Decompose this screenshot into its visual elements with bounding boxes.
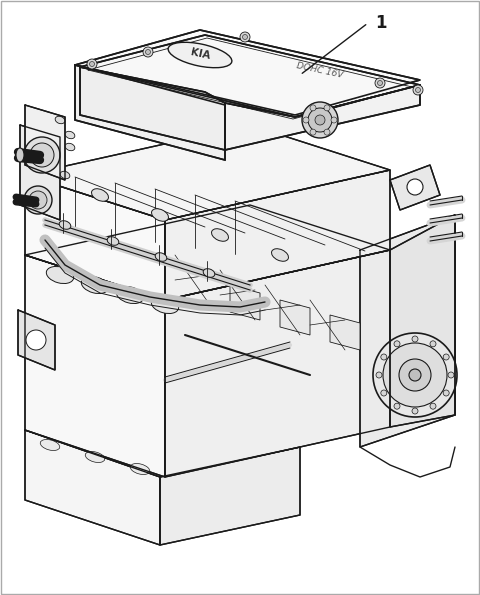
Ellipse shape [168,42,232,68]
Polygon shape [280,300,310,335]
Polygon shape [390,215,455,427]
Circle shape [381,390,387,396]
Ellipse shape [272,249,288,261]
Circle shape [443,390,449,396]
Polygon shape [230,285,260,320]
Circle shape [399,359,431,391]
Polygon shape [330,315,360,350]
Polygon shape [25,105,65,180]
Circle shape [315,115,325,125]
Circle shape [331,117,337,123]
Circle shape [87,59,97,69]
Circle shape [407,179,423,195]
Circle shape [376,372,382,378]
Circle shape [143,47,153,57]
Circle shape [310,105,316,111]
Text: KIA: KIA [189,47,211,61]
Circle shape [26,330,46,350]
Circle shape [377,80,383,86]
Polygon shape [160,447,300,545]
Circle shape [394,403,400,409]
Ellipse shape [130,464,150,474]
Polygon shape [25,430,160,545]
Circle shape [394,341,400,347]
Circle shape [448,372,454,378]
Ellipse shape [92,189,108,201]
Polygon shape [25,400,300,477]
Text: 1: 1 [375,14,386,32]
Circle shape [24,186,52,214]
Circle shape [381,354,387,360]
Polygon shape [25,205,390,300]
Circle shape [303,117,309,123]
Polygon shape [25,175,165,300]
Ellipse shape [60,171,70,178]
Ellipse shape [59,221,71,229]
Circle shape [416,87,420,92]
Ellipse shape [203,269,215,277]
Circle shape [240,32,250,42]
Circle shape [242,35,248,39]
Circle shape [413,85,423,95]
Polygon shape [18,310,55,370]
Ellipse shape [116,286,144,303]
Circle shape [24,137,60,173]
Ellipse shape [40,440,60,450]
Polygon shape [25,125,390,220]
Polygon shape [80,67,225,150]
Circle shape [409,369,421,381]
Ellipse shape [212,228,228,241]
Circle shape [412,408,418,414]
Polygon shape [25,255,165,477]
Polygon shape [165,170,390,300]
Polygon shape [165,250,390,477]
Circle shape [89,61,95,67]
Polygon shape [75,65,225,160]
Polygon shape [20,125,60,220]
Circle shape [324,105,330,111]
Circle shape [310,129,316,135]
Polygon shape [225,85,420,150]
Circle shape [30,143,54,167]
Polygon shape [75,30,420,115]
Ellipse shape [81,277,108,293]
Polygon shape [390,165,440,210]
Circle shape [383,343,447,407]
Ellipse shape [85,452,105,462]
Polygon shape [80,35,420,117]
Circle shape [375,78,385,88]
Circle shape [430,341,436,347]
Ellipse shape [46,267,74,284]
Circle shape [308,108,332,132]
Circle shape [373,333,457,417]
Circle shape [412,336,418,342]
Ellipse shape [155,253,167,261]
Ellipse shape [151,296,179,314]
Ellipse shape [152,209,168,221]
Circle shape [443,354,449,360]
Ellipse shape [65,143,75,151]
Ellipse shape [107,237,119,245]
Ellipse shape [16,148,24,162]
Circle shape [29,191,47,209]
Polygon shape [360,215,455,447]
Circle shape [145,49,151,55]
Ellipse shape [65,131,75,139]
Circle shape [324,129,330,135]
Circle shape [302,102,338,138]
Text: DOHC 16V: DOHC 16V [296,61,344,79]
Ellipse shape [55,116,65,124]
Circle shape [430,403,436,409]
